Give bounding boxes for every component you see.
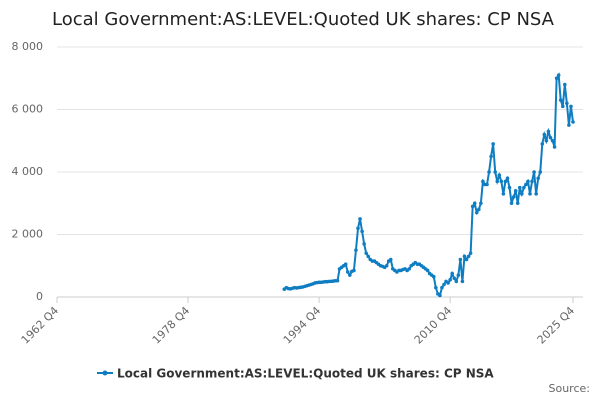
data-point (520, 192, 524, 196)
data-point (446, 281, 450, 285)
y-tick-label: 6 000 (12, 103, 44, 116)
data-point (493, 170, 497, 174)
chart-title: Local Government:AS:LEVEL:Quoted UK shar… (52, 9, 555, 30)
x-tick-label: 1978 Q4 (150, 304, 193, 347)
data-point (472, 201, 477, 206)
data-point (528, 192, 532, 196)
data-point (464, 257, 469, 262)
x-tick-label: 2025 Q4 (535, 304, 578, 347)
x-tick-label: 2010 Q4 (412, 304, 455, 347)
data-point (548, 135, 553, 140)
data-point (466, 254, 471, 259)
data-point (567, 123, 571, 127)
data-point (507, 185, 512, 190)
data-point (470, 204, 475, 209)
data-point (565, 101, 569, 106)
data-point (384, 263, 389, 268)
data-point (477, 207, 481, 212)
data-point (489, 154, 493, 159)
data-point (534, 192, 538, 196)
data-point (474, 210, 479, 215)
data-point (345, 270, 350, 274)
data-point (352, 268, 356, 273)
data-point (517, 185, 522, 190)
data-point (530, 179, 534, 184)
data-point (450, 271, 454, 276)
data-point (448, 278, 452, 282)
data-point (560, 104, 565, 109)
data-point (460, 279, 465, 284)
data-point (431, 274, 436, 279)
data-point (505, 176, 510, 181)
data-point (358, 217, 362, 221)
data-point (354, 248, 358, 252)
data-point (356, 226, 360, 231)
data-point (468, 251, 473, 256)
data-point (485, 182, 489, 187)
data-point (515, 201, 520, 206)
data-point (524, 182, 528, 187)
data-point (509, 201, 514, 206)
data-point (487, 170, 491, 174)
data-point (348, 273, 352, 277)
data-point (452, 276, 457, 281)
data-point (544, 138, 549, 143)
data-point (366, 254, 371, 259)
data-point (343, 262, 348, 266)
data-point (456, 273, 461, 277)
data-point (563, 82, 567, 87)
data-point (552, 145, 557, 149)
y-tick-label: 2 000 (12, 228, 44, 241)
data-point (491, 142, 495, 146)
data-point (407, 267, 411, 271)
data-point (362, 242, 366, 246)
data-point (532, 170, 536, 174)
data-point (440, 285, 444, 290)
data-point (538, 170, 543, 174)
data-point (458, 257, 463, 262)
data-point (388, 257, 393, 262)
y-tick-label: 8 000 (12, 40, 44, 53)
data-point (499, 179, 504, 184)
data-point (503, 179, 508, 184)
data-point (556, 73, 561, 77)
x-tick-label: 1994 Q4 (281, 304, 324, 347)
data-point (522, 185, 526, 190)
x-tick-label: 1962 Q4 (19, 304, 62, 347)
data-point (442, 282, 446, 287)
data-point (335, 278, 340, 283)
data-point (511, 195, 516, 199)
source-label: Source: (549, 382, 591, 395)
y-tick-label: 0 (36, 290, 43, 303)
data-point (495, 179, 500, 184)
data-point (481, 179, 485, 184)
legend-label: Local Government:AS:LEVEL:Quoted UK shar… (117, 367, 494, 381)
data-point (479, 201, 483, 206)
data-point (571, 120, 575, 124)
data-point (550, 138, 555, 143)
data-point (542, 132, 547, 137)
data-point (434, 285, 438, 290)
data-point (558, 98, 563, 102)
line (283, 72, 574, 298)
data-point (364, 251, 368, 256)
data-point (546, 129, 551, 134)
data-point (360, 229, 364, 234)
data-point (569, 104, 573, 109)
data-point (540, 142, 545, 146)
data-point (438, 293, 442, 298)
data-point (462, 254, 467, 259)
data-point (497, 173, 502, 177)
data-point (501, 192, 506, 196)
legend-marker (102, 370, 108, 376)
y-tick-label: 4 000 (12, 165, 44, 178)
data-point (536, 176, 540, 181)
data-point (526, 179, 530, 184)
data-point (425, 268, 430, 273)
data-point (454, 279, 459, 284)
data-point (513, 188, 518, 193)
data-point (554, 76, 559, 81)
